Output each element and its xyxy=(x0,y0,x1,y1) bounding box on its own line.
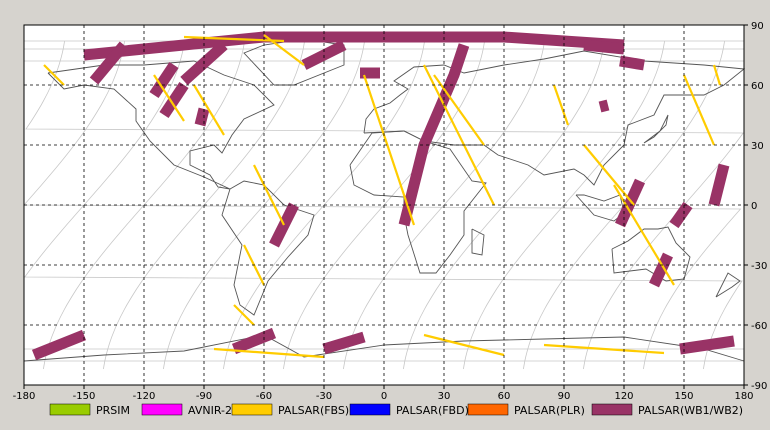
coastline xyxy=(221,180,315,316)
legend-swatch xyxy=(231,403,273,416)
latitude-ticks: 90 60 30 0 -30 -60 -90 xyxy=(744,21,767,392)
legend-swatch xyxy=(141,403,183,416)
swath-palsar-wb1-wb2 xyxy=(614,178,646,228)
legend: PRSIM AVNIR-2 PALSAR(FBS) PALSAR(FBD) PALSAR… xyxy=(49,403,743,417)
graticule-grid xyxy=(24,25,744,385)
coastline xyxy=(47,60,275,190)
legend-item: PALSAR(FBS) xyxy=(231,403,349,417)
legend-item: AVNIR-2 xyxy=(141,403,232,417)
lon-tick-label: 150 xyxy=(674,391,693,402)
coastline xyxy=(363,50,746,186)
lon-tick-label: -90 xyxy=(196,391,212,402)
lon-tick-label: -30 xyxy=(316,391,332,402)
swath-palsar-fbs xyxy=(233,304,255,326)
legend-label: PALSAR(FBS) xyxy=(278,404,349,417)
swath-palsar-fbs xyxy=(43,64,65,86)
swath-palsar-wb1-wb2 xyxy=(231,327,277,355)
legend-label: PALSAR(FBD) xyxy=(396,404,469,417)
legend-label: AVNIR-2 xyxy=(188,404,232,417)
lat-tick-label: 90 xyxy=(751,21,764,32)
legend-item: PALSAR(WB1/WB2) xyxy=(591,403,743,417)
legend-label: PALSAR(WB1/WB2) xyxy=(638,404,743,417)
swath-palsar-fbs xyxy=(552,84,570,126)
lat-tick-label: -60 xyxy=(751,321,767,332)
coastline xyxy=(715,272,741,298)
swath-palsar-fbs xyxy=(712,64,722,86)
swath-palsar-wb1-wb2 xyxy=(679,335,735,355)
lon-tick-label: -150 xyxy=(73,391,96,402)
legend-item: PRSIM xyxy=(49,403,130,417)
swath-palsar-wb1-wb2 xyxy=(322,331,366,355)
swath-palsar-wb1-wb2 xyxy=(583,39,625,55)
lon-tick-label: 180 xyxy=(734,391,753,402)
lon-tick-label: -60 xyxy=(256,391,272,402)
swath-palsar-fbs xyxy=(183,35,285,43)
swath-palsar-fbs xyxy=(423,64,495,206)
legend-item: PALSAR(FBD) xyxy=(349,403,469,417)
lat-tick-label: 0 xyxy=(751,201,757,212)
lon-tick-label: 90 xyxy=(558,391,571,402)
swath-palsar-wb1-wb2 xyxy=(708,163,730,207)
swath-palsar-wb1-wb2 xyxy=(598,99,610,113)
lon-tick-label: 120 xyxy=(614,391,633,402)
swath-palsar-fbs xyxy=(423,333,505,357)
coastline xyxy=(643,114,669,144)
swath-palsar-wb1-wb2 xyxy=(159,81,189,119)
swath-palsar-wb1-wb2 xyxy=(89,41,129,85)
lat-tick-label: 30 xyxy=(751,141,764,152)
swath-palsar-fbs xyxy=(433,74,485,146)
swath-palsar-fbs xyxy=(253,164,285,226)
swath-palsar-fbs xyxy=(193,84,225,136)
swath-palsar-wb1-wb2 xyxy=(31,329,87,361)
swath-palsar-fbs xyxy=(153,74,185,122)
coastline xyxy=(575,194,625,222)
legend-label: PRSIM xyxy=(96,404,130,417)
coastline xyxy=(471,228,485,256)
legend-swatch xyxy=(467,403,509,416)
swath-palsar-wb1-wb2 xyxy=(669,201,693,229)
swath-palsar-wb1-wb2 xyxy=(194,107,210,127)
lon-tick-label: 0 xyxy=(381,391,387,402)
legend-swatch xyxy=(349,403,391,416)
swath-palsar-wb1-wb2 xyxy=(149,61,179,99)
lon-tick-label: 60 xyxy=(498,391,511,402)
swath-palsar-fbs xyxy=(543,343,665,355)
lat-tick-label: 60 xyxy=(751,81,764,92)
lon-tick-label: -180 xyxy=(13,391,36,402)
lat-tick-label: -90 xyxy=(751,381,767,392)
lon-tick-label: 30 xyxy=(438,391,451,402)
swath-palsar-fbs xyxy=(583,144,635,206)
swath-palsar-fbs xyxy=(213,347,325,359)
legend-swatch xyxy=(591,403,633,416)
lon-tick-label: -120 xyxy=(133,391,156,402)
swath-palsar-wb1-wb2 xyxy=(398,43,470,227)
swath-palsar-fbs xyxy=(362,74,416,226)
swath-palsar-fbs xyxy=(682,74,716,146)
longitude-ticks: -180 -150 -120 -90 -60 -30 0 30 60 90 120 150 180 xyxy=(13,385,754,402)
swath-palsar-wb1-wb2 xyxy=(649,252,673,288)
legend-label: PALSAR(PLR) xyxy=(514,404,585,417)
legend-item: PALSAR(PLR) xyxy=(467,403,585,417)
lat-tick-label: -30 xyxy=(751,261,767,272)
legend-swatch xyxy=(49,403,91,416)
